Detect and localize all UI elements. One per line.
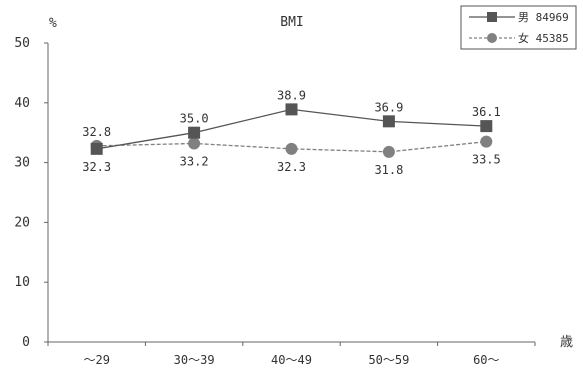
y-axis-label: % xyxy=(49,16,57,31)
y-axis-ticks: 0 10 20 30 40 50 xyxy=(14,36,48,350)
data-label-female: 32.3 xyxy=(277,160,306,174)
data-point-male xyxy=(285,103,298,116)
data-label-male: 38.9 xyxy=(277,88,306,102)
y-tick-label: 40 xyxy=(14,96,30,111)
x-tick-label: 60～ xyxy=(473,353,499,367)
x-tick-label: ～29 xyxy=(83,353,109,367)
y-tick-label: 0 xyxy=(22,335,30,350)
legend-marker-male xyxy=(487,12,497,22)
x-axis-label: 歳 xyxy=(560,335,573,350)
x-axis-ticks: ～29 30～39 40～49 50～59 60～ xyxy=(47,342,536,367)
data-point-female xyxy=(188,137,201,150)
x-tick-label: 40～49 xyxy=(271,353,312,367)
chart-title: BMI xyxy=(280,15,303,30)
x-tick-label: 50～59 xyxy=(368,353,409,367)
data-label-female: 33.2 xyxy=(180,154,209,168)
data-point-female xyxy=(382,145,395,158)
data-label-female: 32.8 xyxy=(82,125,111,139)
series-layer: 32.3 35.0 38.9 36.9 36.1 32.8 33.2 32.3 31.8 33.5 xyxy=(82,88,501,176)
data-label-male: 36.9 xyxy=(374,100,403,114)
legend-marker-female xyxy=(487,33,497,43)
data-point-male xyxy=(480,120,493,133)
data-point-female xyxy=(285,142,298,155)
y-tick-label: 50 xyxy=(14,36,30,51)
data-point-male xyxy=(90,142,103,155)
legend-box xyxy=(460,5,577,50)
data-point-male xyxy=(188,126,201,139)
y-tick-label: 10 xyxy=(14,275,30,290)
x-tick-label: 30～39 xyxy=(174,353,215,367)
data-label-male: 36.1 xyxy=(472,105,501,119)
data-label-female: 31.8 xyxy=(374,163,403,177)
legend-label-male: 男 84969 xyxy=(518,11,569,24)
legend-label-female: 女 45385 xyxy=(518,31,569,45)
y-tick-label: 30 xyxy=(14,156,30,171)
data-point-male xyxy=(382,115,395,128)
y-tick-label: 20 xyxy=(14,215,30,230)
data-label-female: 33.5 xyxy=(472,153,501,167)
data-label-male: 35.0 xyxy=(180,112,209,126)
data-point-female xyxy=(480,135,493,148)
data-label-male: 32.3 xyxy=(82,160,111,174)
legend: 男 84969 女 45385 xyxy=(460,5,577,50)
